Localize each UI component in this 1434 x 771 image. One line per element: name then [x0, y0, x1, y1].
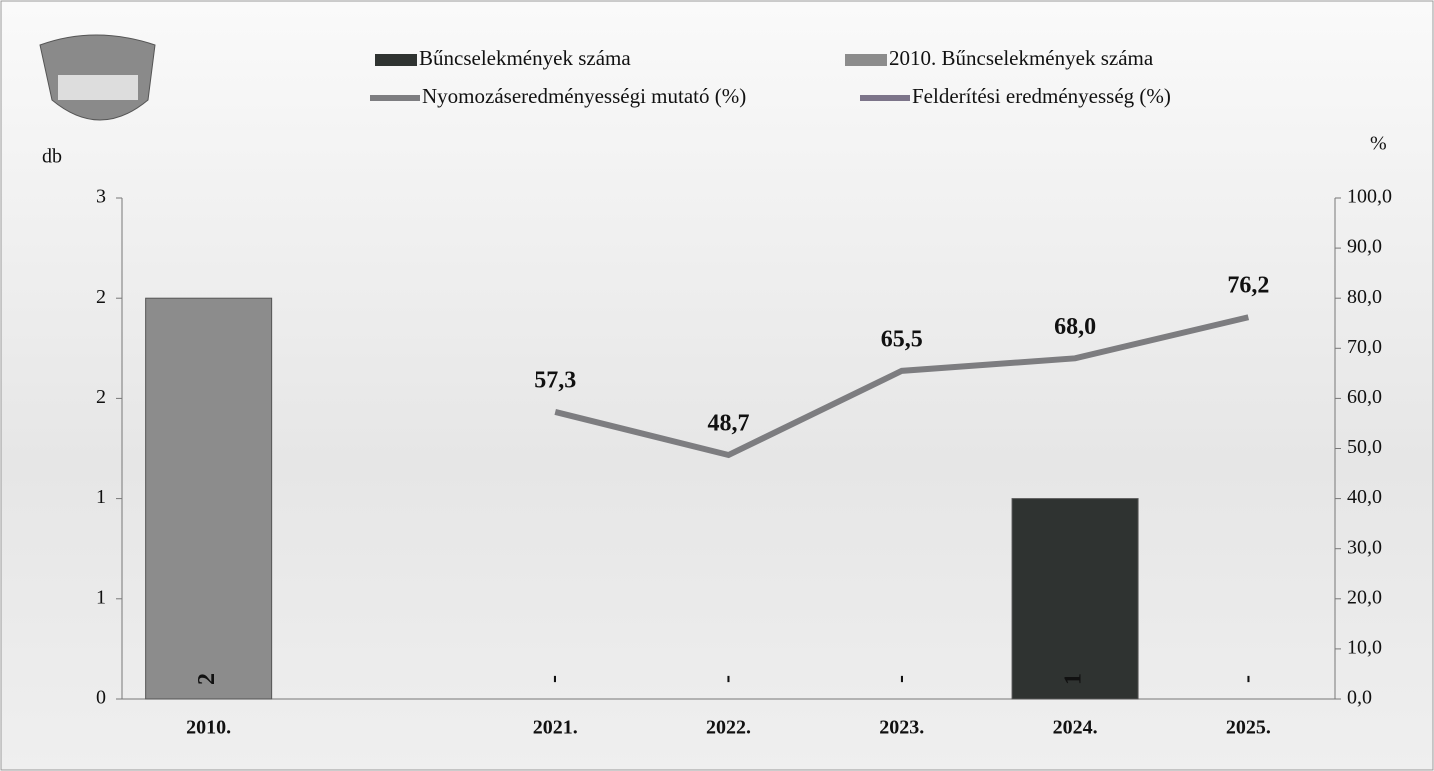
x-tick-label: 2021.: [533, 717, 578, 739]
x-tick-label: 2025.: [1226, 717, 1271, 739]
y2-tick-label: 50,0: [1347, 436, 1382, 458]
data-label: -: [714, 675, 740, 683]
y2-tick-label: 0,0: [1347, 687, 1372, 709]
legend-label: Nyomozáseredményességi mutató (%): [422, 84, 746, 108]
bar: [145, 297, 273, 700]
data-label: -: [887, 675, 913, 683]
y2-axis-label: %: [1370, 133, 1387, 155]
logo: [39, 34, 156, 121]
y2-tick-label: 60,0: [1347, 386, 1382, 408]
legend-label: Felderítési eredményesség (%): [912, 84, 1171, 108]
x-tick-label: 2022.: [706, 717, 751, 739]
y2-tick-label: 40,0: [1347, 486, 1382, 508]
line: [554, 314, 1250, 459]
data-label: 76,2: [1227, 273, 1269, 299]
y-tick-label: 1: [96, 586, 106, 608]
y2-tick-label: 70,0: [1347, 336, 1382, 358]
y2-tick-label: 10,0: [1347, 636, 1382, 658]
data-label: -: [541, 675, 567, 683]
data-label: -: [1234, 675, 1260, 683]
y2-tick-label: 90,0: [1347, 236, 1382, 258]
y2-tick-label: 80,0: [1347, 286, 1382, 308]
y-tick-label: 2: [96, 286, 106, 308]
y-axis-label: db: [42, 146, 62, 168]
data-label: 1: [1061, 673, 1087, 685]
bar: [1011, 498, 1139, 700]
legend-label: Bűncselekmények száma: [419, 46, 631, 70]
y-tick-label: 3: [96, 186, 106, 208]
x-tick-label: 2024.: [1053, 717, 1098, 739]
y-tick-label: 1: [96, 486, 106, 508]
legend-label: 2010. Bűncselekmények száma: [889, 46, 1154, 70]
legend-swatch: [375, 54, 417, 66]
x-tick-label: 2023.: [879, 717, 924, 739]
y-tick-label: 0: [96, 687, 106, 709]
y2-tick-label: 30,0: [1347, 536, 1382, 558]
y-tick-label: 2: [96, 386, 106, 408]
y2-tick-label: 20,0: [1347, 586, 1382, 608]
data-label: 57,3: [534, 367, 576, 393]
data-label: 48,7: [708, 411, 750, 437]
x-tick-label: 2010.: [186, 717, 231, 739]
data-label: 65,5: [881, 326, 923, 352]
data-label: 68,0: [1054, 314, 1096, 340]
data-label: 2: [194, 673, 220, 685]
y2-tick-label: 100,0: [1347, 186, 1392, 208]
legend-swatch: [845, 54, 887, 66]
